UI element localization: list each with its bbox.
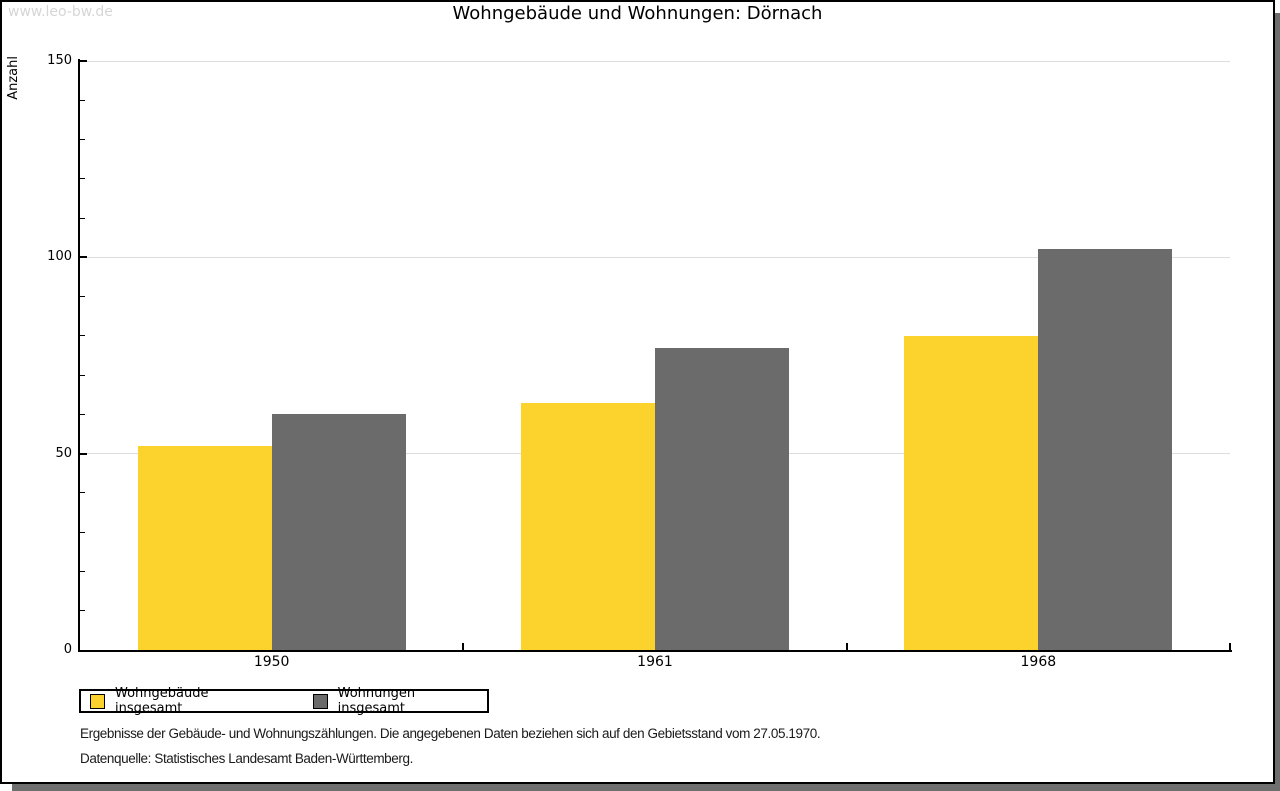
legend-item: Wohngebäude insgesamt (90, 686, 271, 716)
legend: Wohngebäude insgesamt Wohnungen insgesamt (79, 686, 489, 716)
bar-series2-1961 (655, 347, 789, 650)
y-tick-label: 50 (55, 445, 72, 461)
x-category-label: 1950 (253, 654, 290, 670)
y-minor-tick (80, 570, 85, 572)
x-tick (1229, 643, 1231, 650)
legend-swatch (312, 693, 328, 709)
watermark: www.leo-bw.de (8, 4, 113, 20)
bar-series2-1950 (271, 414, 406, 650)
y-minor-tick (80, 296, 85, 298)
x-tick (462, 643, 465, 650)
y-axis-line (78, 59, 80, 652)
gridline-y-100 (80, 256, 1230, 258)
chart-title: Wohngebäude und Wohnungen: Dörnach (452, 3, 823, 24)
y-tick-label: 150 (47, 53, 72, 68)
legend-swatch (90, 693, 105, 709)
y-minor-tick (80, 610, 85, 612)
bar-series1-1950 (137, 445, 272, 650)
y-minor-tick (80, 335, 85, 337)
legend-label: Wohnungen insgesamt (337, 686, 416, 716)
y-tick-label: 0 (63, 642, 72, 657)
y-minor-tick (80, 99, 85, 101)
y-minor-tick (80, 531, 85, 533)
footnote-source-info: Ergebnisse der Gebäude- und Wohnungszähl… (80, 726, 821, 741)
x-category-label: 1968 (1020, 654, 1057, 670)
x-tick (845, 643, 848, 650)
y-minor-tick (80, 178, 85, 180)
bar-series2-1968 (1038, 249, 1173, 650)
legend-label: Wohngebäude insgesamt (115, 686, 209, 716)
y-minor-tick (80, 413, 85, 415)
y-major-tick (80, 256, 87, 259)
legend-item: Wohnungen insgesamt (312, 686, 478, 716)
y-major-tick (80, 452, 87, 455)
gridline-y-150 (80, 60, 1230, 62)
bar-series1-1961 (521, 402, 655, 650)
footnote-data-source: Datenquelle: Statistisches Landesamt Bad… (80, 751, 413, 766)
x-category-label: 1961 (637, 654, 673, 670)
y-minor-tick (80, 492, 85, 494)
y-minor-tick (80, 217, 85, 219)
window-shadow-bottom (12, 784, 1275, 791)
y-minor-tick (80, 374, 85, 376)
y-tick-label: 100 (47, 249, 72, 265)
x-axis-line (78, 650, 1232, 652)
window-shadow-right (1275, 13, 1280, 791)
bar-series1-1968 (904, 335, 1039, 650)
y-major-tick (80, 60, 87, 62)
y-minor-tick (80, 139, 85, 141)
